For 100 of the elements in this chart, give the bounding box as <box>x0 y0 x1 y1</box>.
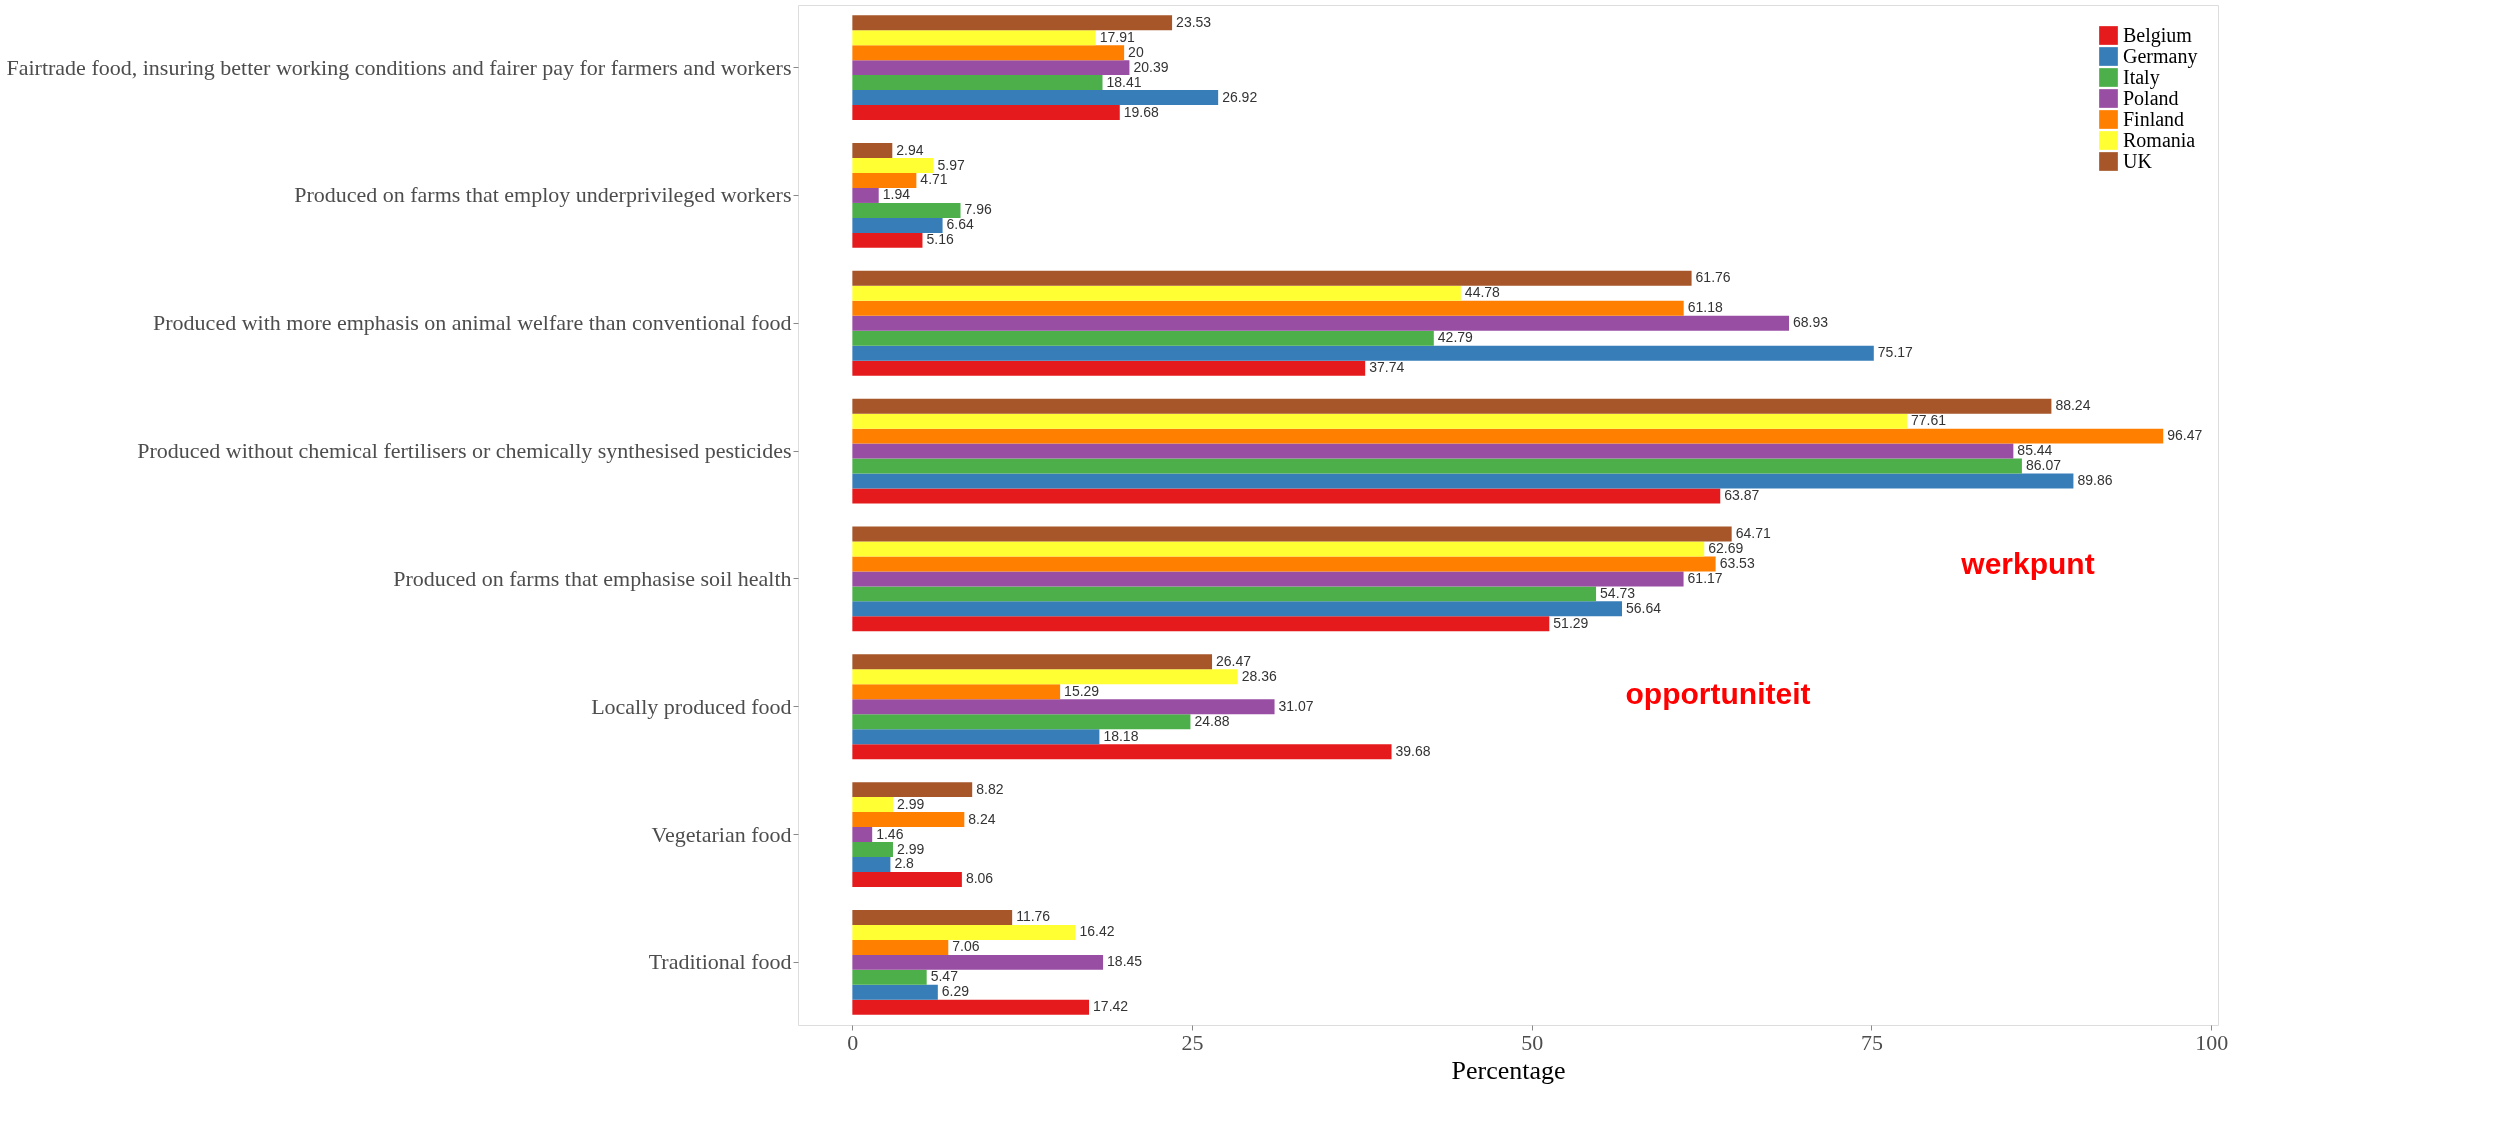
bar <box>852 300 1684 316</box>
data-label: 64.71 <box>1735 524 1771 541</box>
data-label: 16.42 <box>1079 923 1115 940</box>
bar <box>852 782 973 798</box>
y-tick-label: Produced without chemical fertilisers or chemically synthesised pesticides <box>137 438 792 464</box>
bar <box>852 60 1130 76</box>
data-label: 17.91 <box>1099 28 1135 45</box>
data-label: 96.47 <box>2167 427 2203 444</box>
x-tick-label: 75 <box>1860 1029 1883 1055</box>
data-label: 77.61 <box>1910 412 1947 429</box>
data-label: 88.24 <box>2055 397 2091 414</box>
data-label: 7.96 <box>964 201 992 218</box>
data-label: 1.94 <box>882 186 911 203</box>
bar <box>852 909 1013 925</box>
data-label: 6.64 <box>946 216 975 233</box>
x-tick-label: 100 <box>2195 1029 2229 1055</box>
data-label: 54.73 <box>1600 584 1636 601</box>
bar <box>852 172 917 188</box>
data-label: 5.97 <box>937 156 965 173</box>
bar <box>852 699 1275 715</box>
data-label: 2.99 <box>896 840 925 857</box>
data-label: 1.46 <box>876 825 904 842</box>
data-label: 51.29 <box>1553 614 1589 631</box>
data-label: 44.78 <box>1464 284 1501 301</box>
bar <box>852 187 879 203</box>
y-tick-label: Locally produced food <box>591 693 792 719</box>
data-label: 5.16 <box>926 231 954 248</box>
data-label: 18.18 <box>1103 727 1139 744</box>
data-label: 61.18 <box>1687 299 1723 316</box>
bar <box>852 270 1692 286</box>
x-tick-label: 50 <box>1521 1029 1544 1055</box>
bar <box>852 616 1550 632</box>
bar <box>852 90 1219 106</box>
data-label: 19.68 <box>1123 103 1160 120</box>
bar <box>852 360 1366 376</box>
x-tick-label: 0 <box>847 1029 859 1055</box>
bar <box>852 15 1173 31</box>
bar <box>852 315 1790 331</box>
data-label: 26.92 <box>1222 88 1258 105</box>
data-label: 2.8 <box>894 855 915 872</box>
y-tick-label: Vegetarian food <box>651 821 792 847</box>
bar <box>852 871 962 887</box>
data-label: 4.71 <box>920 171 948 188</box>
data-label: 11.76 <box>1016 908 1051 925</box>
data-label: 86.07 <box>2025 457 2062 474</box>
data-label: 42.79 <box>1437 329 1474 346</box>
bar <box>852 857 891 872</box>
data-label: 8.06 <box>965 870 994 887</box>
bar <box>852 458 2022 474</box>
bar <box>852 105 1120 121</box>
data-label: 7.06 <box>952 938 980 955</box>
bar <box>852 571 1684 587</box>
data-label: 85.44 <box>2017 442 2053 459</box>
bar <box>852 924 1076 940</box>
bar <box>852 601 1623 617</box>
bar <box>852 586 1597 602</box>
bar <box>852 473 2074 489</box>
bar <box>852 684 1061 700</box>
data-label: 62.69 <box>1708 539 1744 556</box>
data-label: 68.93 <box>1793 314 1829 331</box>
data-label: 39.68 <box>1395 742 1431 759</box>
data-label: 17.42 <box>1093 998 1129 1015</box>
bar <box>852 232 923 248</box>
bar <box>852 827 873 843</box>
bar <box>852 812 965 828</box>
bar <box>852 984 938 1000</box>
data-label: 5.47 <box>930 968 959 985</box>
bar <box>852 654 1213 670</box>
bar <box>852 939 949 955</box>
annotation: werkpunt <box>1960 547 2095 580</box>
data-label: 63.87 <box>1724 487 1760 504</box>
bar <box>852 797 893 813</box>
y-tick-label: Traditional food <box>648 949 792 975</box>
bar <box>852 398 2052 414</box>
bar <box>852 526 1732 542</box>
data-label: 61.76 <box>1695 269 1731 286</box>
annotation: opportuniteit <box>1625 677 1811 710</box>
bar <box>852 158 934 173</box>
data-label: 15.29 <box>1064 682 1100 699</box>
bar <box>852 217 943 233</box>
bar <box>852 541 1705 557</box>
bar <box>852 143 893 159</box>
data-label: 26.47 <box>1216 652 1252 669</box>
bar <box>852 744 1392 760</box>
bar <box>852 669 1238 685</box>
data-label: 20 <box>1128 43 1144 60</box>
legend-label: Italy <box>2123 65 2160 89</box>
data-label: 89.86 <box>2077 472 2113 489</box>
data-label: 6.29 <box>941 983 970 1000</box>
bar <box>852 999 1090 1015</box>
bar <box>852 842 893 858</box>
x-axis-title: Percentage <box>1451 1055 1566 1085</box>
bar <box>852 954 1104 970</box>
data-label: 37.74 <box>1369 359 1405 376</box>
bar <box>852 556 1716 572</box>
bar <box>852 330 1434 346</box>
bar <box>852 30 1096 46</box>
legend-label: Finland <box>2123 107 2185 130</box>
bar <box>852 443 2014 459</box>
data-label: 18.41 <box>1106 73 1142 90</box>
